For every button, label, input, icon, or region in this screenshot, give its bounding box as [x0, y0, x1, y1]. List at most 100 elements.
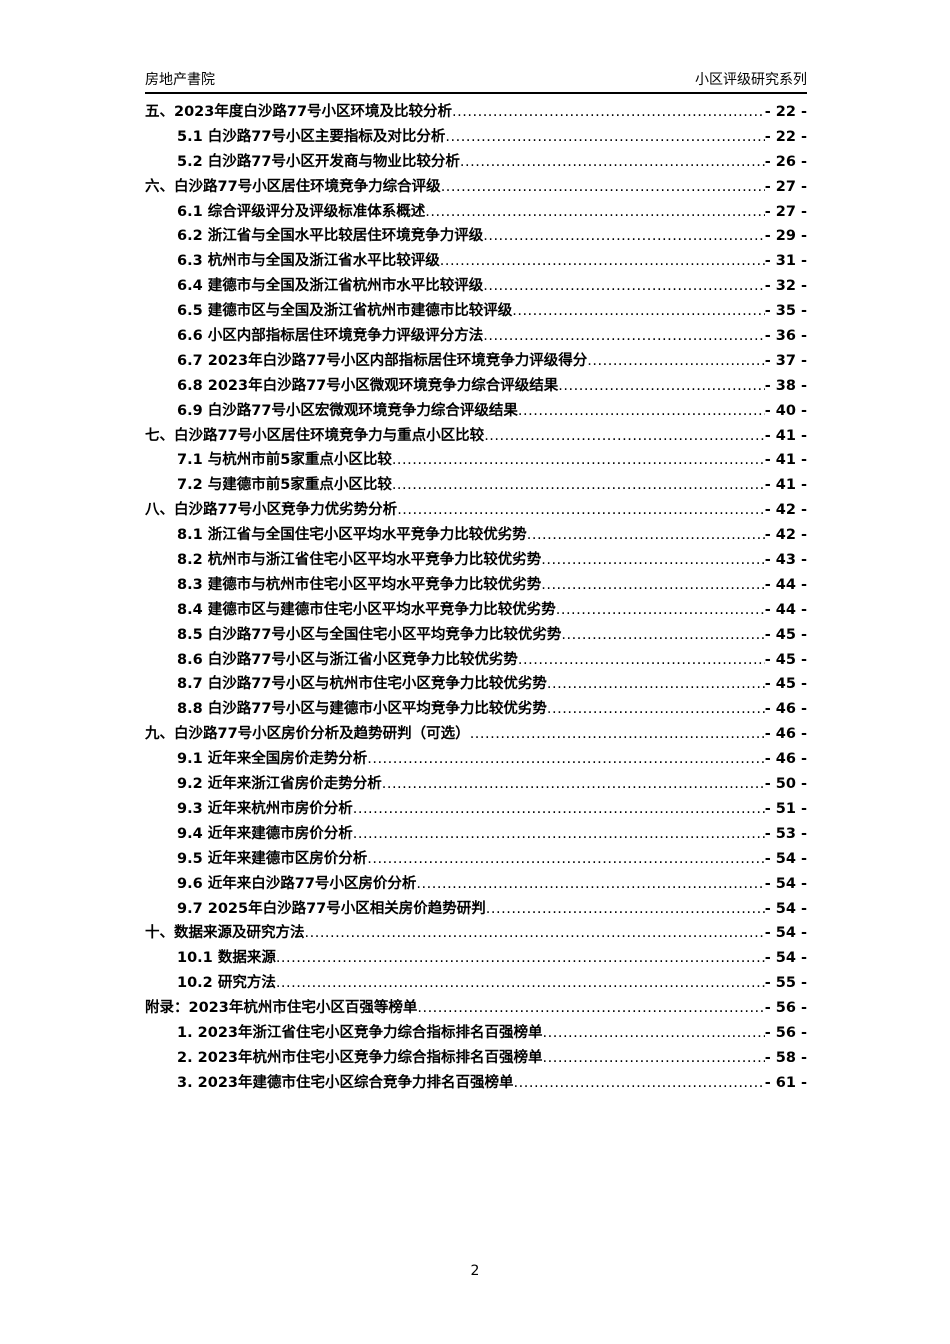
toc-section-entry[interactable]: 8.7 白沙路77号小区与杭州市住宅小区竞争力比较优劣势 - 45 -: [145, 672, 807, 697]
toc-chapter-entry[interactable]: 九、白沙路77号小区房价分析及趋势研判（可选） - 46 -: [145, 722, 807, 747]
toc-section-entry[interactable]: 9.3 近年来杭州市房价分析 - 51 -: [145, 797, 807, 822]
toc-entry-page: - 53 -: [764, 825, 807, 842]
toc-entry-title: 10.1 数据来源: [177, 950, 276, 967]
toc-section-entry[interactable]: 8.4 建德市区与建德市住宅小区平均水平竞争力比较优劣势 - 44 -: [145, 598, 807, 623]
toc-entry-title: 3. 2023年建德市住宅小区综合竞争力排名百强榜单: [177, 1074, 514, 1091]
toc-section-entry[interactable]: 8.5 白沙路77号小区与全国住宅小区平均竞争力比较优劣势 - 45 -: [145, 623, 807, 648]
toc-section-entry[interactable]: 9.6 近年来白沙路77号小区房价分析 - 54 -: [145, 872, 807, 897]
toc-section-entry[interactable]: 8.3 建德市与杭州市住宅小区平均水平竞争力比较优劣势 - 44 -: [145, 573, 807, 598]
toc-entry-title: 6.6 小区内部指标居住环境竞争力评级评分方法: [177, 328, 484, 345]
toc-section-entry[interactable]: 10.1 数据来源 - 54 -: [145, 946, 807, 971]
toc-section-entry[interactable]: 1. 2023年浙江省住宅小区竞争力综合指标排名百强榜单 - 56 -: [145, 1021, 807, 1046]
dot-leader: [382, 772, 765, 797]
toc-chapter-entry[interactable]: 八、白沙路77号小区竞争力优劣势分析 - 42 -: [145, 498, 807, 523]
toc-section-entry[interactable]: 6.6 小区内部指标居住环境竞争力评级评分方法 - 36 -: [145, 324, 807, 349]
dot-leader: [441, 175, 765, 200]
toc-entry-page: - 58 -: [764, 1049, 807, 1066]
toc-section-entry[interactable]: 6.9 白沙路77号小区宏微观环境竞争力综合评级结果 - 40 -: [145, 399, 807, 424]
toc-entry-title: 5.2 白沙路77号小区开发商与物业比较分析: [177, 153, 460, 170]
dot-leader: [541, 548, 764, 573]
toc-section-entry[interactable]: 5.1 白沙路77号小区主要指标及对比分析 - 22 -: [145, 125, 807, 150]
dot-leader: [392, 473, 765, 498]
toc-entry-title: 9.1 近年来全国房价走势分析: [177, 751, 368, 768]
toc-chapter-entry[interactable]: 六、白沙路77号小区居住环境竞争力综合评级 - 27 -: [145, 175, 807, 200]
toc-entry-title: 六、白沙路77号小区居住环境竞争力综合评级: [145, 178, 441, 195]
toc-section-entry[interactable]: 6.3 杭州市与全国及浙江省水平比较评级 - 31 -: [145, 249, 807, 274]
toc-section-entry[interactable]: 9.5 近年来建德市区房价分析 - 54 -: [145, 847, 807, 872]
toc-section-entry[interactable]: 9.7 2025年白沙路77号小区相关房价趋势研判 - 54 -: [145, 897, 807, 922]
toc-entry-title: 九、白沙路77号小区房价分析及趋势研判（可选）: [145, 726, 470, 743]
toc-section-entry[interactable]: 7.2 与建德市前5家重点小区比较 - 41 -: [145, 473, 807, 498]
toc-entry-title: 7.2 与建德市前5家重点小区比较: [177, 477, 392, 494]
dot-leader: [417, 996, 764, 1021]
toc-chapter-entry[interactable]: 五、2023年度白沙路77号小区环境及比较分析 - 22 -: [145, 100, 807, 125]
toc-section-entry[interactable]: 8.6 白沙路77号小区与浙江省小区竞争力比较优劣势 - 45 -: [145, 648, 807, 673]
toc-entry-page: - 42 -: [764, 527, 807, 544]
toc-section-entry[interactable]: 6.1 综合评级评分及评级标准体系概述 - 27 -: [145, 200, 807, 225]
toc-entry-title: 6.2 浙江省与全国水平比较居住环境竞争力评级: [177, 228, 484, 245]
toc-entry-title: 9.4 近年来建德市房价分析: [177, 825, 353, 842]
toc-chapter-entry[interactable]: 附录：2023年杭州市住宅小区百强等榜单 - 56 -: [145, 996, 807, 1021]
toc-entry-title: 9.5 近年来建德市区房价分析: [177, 850, 368, 867]
dot-leader: [484, 424, 765, 449]
toc-section-entry[interactable]: 6.2 浙江省与全国水平比较居住环境竞争力评级 - 29 -: [145, 224, 807, 249]
dot-leader: [518, 399, 765, 424]
toc-entry-page: - 41 -: [764, 452, 807, 469]
toc-entry-page: - 46 -: [764, 701, 807, 718]
toc-chapter-entry[interactable]: 十、数据来源及研究方法 - 54 -: [145, 921, 807, 946]
toc-entry-page: - 55 -: [764, 975, 807, 992]
dot-leader: [547, 697, 765, 722]
toc-entry-title: 附录：2023年杭州市住宅小区百强等榜单: [145, 1000, 418, 1017]
toc-chapter-entry[interactable]: 七、白沙路77号小区居住环境竞争力与重点小区比较 - 41 -: [145, 424, 807, 449]
toc-section-entry[interactable]: 6.4 建德市与全国及浙江省杭州市水平比较评级 - 32 -: [145, 274, 807, 299]
dot-leader: [587, 349, 764, 374]
toc-entry-title: 10.2 研究方法: [177, 975, 276, 992]
toc-entry-page: - 41 -: [764, 477, 807, 494]
toc-section-entry[interactable]: 5.2 白沙路77号小区开发商与物业比较分析 - 26 -: [145, 150, 807, 175]
page-header: 房地产書院 小区评级研究系列: [145, 66, 807, 94]
toc-entry-title: 6.7 2023年白沙路77号小区内部指标居住环境竞争力评级得分: [177, 352, 588, 369]
toc-entry-title: 6.4 建德市与全国及浙江省杭州市水平比较评级: [177, 278, 484, 295]
toc-entry-page: - 56 -: [764, 1024, 807, 1041]
toc-section-entry[interactable]: 9.2 近年来浙江省房价走势分析 - 50 -: [145, 772, 807, 797]
toc-section-entry[interactable]: 2. 2023年杭州市住宅小区竞争力综合指标排名百强榜单 - 58 -: [145, 1046, 807, 1071]
toc-entry-page: - 46 -: [764, 751, 807, 768]
toc-entry-title: 八、白沙路77号小区竞争力优劣势分析: [145, 502, 398, 519]
dot-leader: [353, 822, 765, 847]
toc-section-entry[interactable]: 8.8 白沙路77号小区与建德市小区平均竞争力比较优劣势 - 46 -: [145, 697, 807, 722]
toc-entry-title: 8.1 浙江省与全国住宅小区平均水平竞争力比较优劣势: [177, 527, 527, 544]
toc-section-entry[interactable]: 6.7 2023年白沙路77号小区内部指标居住环境竞争力评级得分 - 37 -: [145, 349, 807, 374]
toc-entry-page: - 42 -: [764, 502, 807, 519]
toc-entry-page: - 50 -: [764, 776, 807, 793]
toc-entry-title: 十、数据来源及研究方法: [145, 925, 305, 942]
dot-leader: [353, 797, 765, 822]
toc-entry-title: 七、白沙路77号小区居住环境竞争力与重点小区比较: [145, 427, 485, 444]
toc-entry-page: - 54 -: [764, 925, 807, 942]
toc-entry-title: 9.2 近年来浙江省房价走势分析: [177, 776, 382, 793]
dot-leader: [512, 299, 764, 324]
toc-section-entry[interactable]: 8.2 杭州市与浙江省住宅小区平均水平竞争力比较优劣势 - 43 -: [145, 548, 807, 573]
dot-leader: [518, 648, 765, 673]
toc-entry-title: 1. 2023年浙江省住宅小区竞争力综合指标排名百强榜单: [177, 1024, 543, 1041]
dot-leader: [558, 374, 764, 399]
toc-entry-title: 7.1 与杭州市前5家重点小区比较: [177, 452, 392, 469]
dot-leader: [305, 921, 765, 946]
toc-section-entry[interactable]: 3. 2023年建德市住宅小区综合竞争力排名百强榜单 - 61 -: [145, 1071, 807, 1096]
toc-section-entry[interactable]: 7.1 与杭州市前5家重点小区比较 - 41 -: [145, 448, 807, 473]
dot-leader: [276, 946, 765, 971]
toc-entry-page: - 54 -: [764, 950, 807, 967]
toc-section-entry[interactable]: 8.1 浙江省与全国住宅小区平均水平竞争力比较优劣势 - 42 -: [145, 523, 807, 548]
toc-entry-page: - 43 -: [764, 552, 807, 569]
header-right-title: 小区评级研究系列: [695, 72, 807, 88]
dot-leader: [470, 722, 765, 747]
toc-entry-title: 8.4 建德市区与建德市住宅小区平均水平竞争力比较优劣势: [177, 601, 556, 618]
toc-section-entry[interactable]: 9.1 近年来全国房价走势分析 - 46 -: [145, 747, 807, 772]
toc-entry-title: 6.1 综合评级评分及评级标准体系概述: [177, 203, 426, 220]
toc-section-entry[interactable]: 9.4 近年来建德市房价分析 - 53 -: [145, 822, 807, 847]
toc-section-entry[interactable]: 6.8 2023年白沙路77号小区微观环境竞争力综合评级结果 - 38 -: [145, 374, 807, 399]
toc-entry-page: - 44 -: [764, 576, 807, 593]
toc-section-entry[interactable]: 6.5 建德市区与全国及浙江省杭州市建德市比较评级 - 35 -: [145, 299, 807, 324]
dot-leader: [483, 224, 764, 249]
toc-entry-title: 9.3 近年来杭州市房价分析: [177, 800, 353, 817]
toc-section-entry[interactable]: 10.2 研究方法 - 55 -: [145, 971, 807, 996]
